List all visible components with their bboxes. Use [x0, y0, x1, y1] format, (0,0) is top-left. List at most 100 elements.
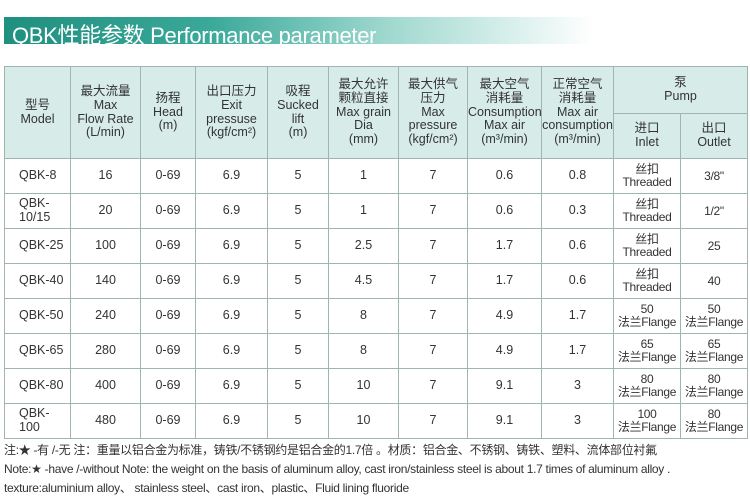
- header-line: Max grain: [336, 104, 391, 119]
- cell-maxair: 9.1: [467, 368, 542, 404]
- cell-line: Threaded: [622, 175, 672, 189]
- cell-line: 丝扣: [635, 162, 659, 177]
- cell-sucked: 5: [267, 368, 329, 404]
- header-line: 压力: [420, 90, 446, 105]
- header-model: 型号 Model: [4, 66, 71, 159]
- header-line: Dia: [354, 118, 373, 133]
- cell-maxair: 1.7: [467, 263, 542, 299]
- cell-sucked: 5: [267, 263, 329, 299]
- cell-line: 25: [707, 238, 721, 253]
- cell-inlet: 80 法兰Flange: [613, 368, 681, 404]
- cell-flow: 280: [70, 333, 141, 369]
- cell-head: 0-69: [140, 333, 196, 369]
- cell-maxp: 7: [398, 403, 468, 439]
- cell-line: 法兰Flange: [684, 420, 744, 434]
- cell-exit: 6.9: [195, 298, 268, 334]
- performance-table: 型号 Model 最大流量 Max Flow Rate (L/min) 扬程 Head (m…: [4, 66, 748, 439]
- cell-line: Threaded: [622, 245, 672, 259]
- cell-flow: 20: [70, 193, 141, 229]
- header-line: Sucked: [277, 97, 319, 112]
- header-line: 出口压力: [206, 84, 257, 98]
- cell-grain: 10: [328, 403, 399, 439]
- header-inlet: 进口 Inlet: [613, 113, 681, 159]
- header-line: (kgf/cm²): [206, 125, 257, 140]
- cell-outlet: 25: [680, 228, 748, 264]
- header-line: 扬程: [155, 90, 181, 105]
- header-line: 进口: [634, 121, 660, 136]
- cell-normal: 0.6: [541, 263, 614, 299]
- table-row: QBK-100 480 0-69 6.9 5 10 7 9.1 3 100 法兰Flange 80 法兰…: [4, 403, 748, 439]
- cell-model: QBK-8: [4, 158, 71, 194]
- cell-model: QBK-50: [4, 298, 71, 334]
- header-line: 正常空气: [552, 77, 603, 92]
- header-line: 出口: [701, 121, 727, 136]
- cell-sucked: 5: [267, 228, 329, 264]
- header-pump: 泵 Pump: [613, 66, 748, 114]
- header-max-pressure: 最大供气 压力 Max pressure (kgf/cm²): [398, 66, 468, 159]
- header-line: 最大流量: [80, 84, 131, 98]
- cell-normal: 1.7: [541, 333, 614, 369]
- cell-inlet: 丝扣 Threaded: [613, 228, 681, 264]
- header-line: lift: [291, 111, 305, 126]
- header-line: Max air: [484, 118, 525, 133]
- cell-line: 3/8": [704, 168, 724, 183]
- header-line: Pump: [664, 89, 697, 103]
- cell-line: 1/2": [704, 203, 724, 218]
- note-chinese: 注:★ -有 /-无 注：重量以铝合金为标准，铸铁/不锈钢约是铝合金的1.7倍 …: [4, 443, 657, 457]
- cell-exit: 6.9: [195, 228, 268, 264]
- cell-flow: 140: [70, 263, 141, 299]
- header-line: 最大空气: [479, 77, 530, 92]
- header-line: Model: [20, 111, 55, 126]
- cell-line: 法兰Flange: [617, 385, 677, 399]
- cell-flow: 480: [70, 403, 141, 439]
- header-exit-pressure: 出口压力 Exit pressuse (kgf/cm²): [195, 66, 268, 159]
- cell-exit: 6.9: [195, 403, 268, 439]
- cell-outlet: 80 法兰Flange: [680, 368, 748, 404]
- cell-head: 0-69: [140, 403, 196, 439]
- header-line: Consumption: [468, 104, 542, 119]
- cell-grain: 1: [328, 193, 399, 229]
- note-texture: texture:aluminium alloy、 stainless steel…: [4, 481, 409, 495]
- header-line: Max air: [557, 104, 598, 119]
- cell-line: 法兰Flange: [684, 350, 744, 364]
- header-line: consumption: [542, 118, 613, 133]
- cell-exit: 6.9: [195, 333, 268, 369]
- cell-line: 80: [640, 372, 654, 387]
- table-row: QBK-8 16 0-69 6.9 5 1 7 0.6 0.8 丝扣 Threaded 3/8": [4, 158, 748, 194]
- header-line: 颗粒直接: [338, 90, 389, 105]
- table-row: QBK-40 140 0-69 6.9 5 4.5 7 1.7 0.6 丝扣 Threaded 40: [4, 263, 748, 299]
- header-line: Max: [93, 97, 118, 112]
- header-line: (m³/min): [481, 132, 528, 147]
- title-banner: QBK性能参数 Performance parameter: [4, 17, 594, 48]
- cell-maxp: 7: [398, 158, 468, 194]
- cell-head: 0-69: [140, 228, 196, 264]
- cell-line: 丝扣: [635, 232, 659, 247]
- cell-model: QBK-65: [4, 333, 71, 369]
- cell-normal: 0.3: [541, 193, 614, 229]
- header-head: 扬程 Head (m): [140, 66, 196, 159]
- table-row: QBK-65 280 0-69 6.9 5 8 7 4.9 1.7 65 法兰Flange 65 法兰F…: [4, 333, 748, 369]
- cell-line: 80: [707, 372, 721, 387]
- cell-sucked: 5: [267, 193, 329, 229]
- cell-maxp: 7: [398, 263, 468, 299]
- cell-normal: 0.8: [541, 158, 614, 194]
- cell-outlet: 50 法兰Flange: [680, 298, 748, 334]
- table-row: QBK-10/15 20 0-69 6.9 5 1 7 0.6 0.3 丝扣 Threaded 1/2…: [4, 193, 748, 229]
- cell-maxair: 4.9: [467, 333, 542, 369]
- cell-line: 法兰Flange: [684, 385, 744, 399]
- cell-inlet: 50 法兰Flange: [613, 298, 681, 334]
- cell-outlet: 3/8": [680, 158, 748, 194]
- cell-head: 0-69: [140, 158, 196, 194]
- cell-model: QBK-25: [4, 228, 71, 264]
- cell-outlet: 80 法兰Flange: [680, 403, 748, 439]
- cell-model: QBK-80: [4, 368, 71, 404]
- cell-line: 法兰Flange: [617, 420, 677, 434]
- header-line: (m): [158, 118, 178, 133]
- header-line: (m³/min): [554, 132, 601, 147]
- header-line: 型号: [24, 97, 50, 112]
- cell-model: QBK-100: [4, 403, 71, 439]
- header-sucked-lift: 吸程 Sucked lift (m): [267, 66, 329, 159]
- cell-line: 65: [707, 337, 721, 352]
- cell-outlet: 40: [680, 263, 748, 299]
- cell-flow: 16: [70, 158, 141, 194]
